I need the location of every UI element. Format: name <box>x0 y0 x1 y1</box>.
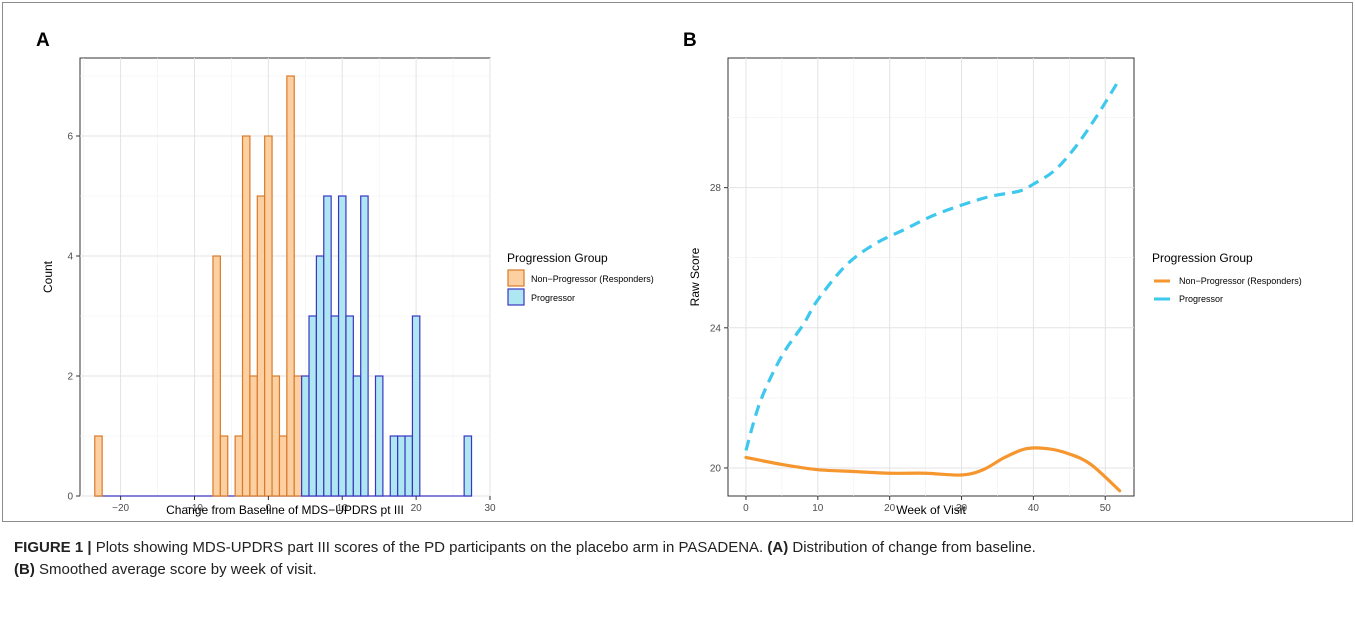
panel-b-y-axis-title: Raw Score <box>688 247 702 306</box>
panel-b-line-chart: 0 10 20 30 40 50 20 24 28 Week of Visit Raw Scor… <box>688 57 1135 517</box>
panel-a-bar-progressor <box>323 195 332 497</box>
panel-b-x-tick-label: 50 <box>1100 503 1112 514</box>
panel-a-bar-non-progressor <box>241 135 251 497</box>
panel-a-bars <box>94 75 473 497</box>
panel-a-bar-non-progressor <box>264 135 273 497</box>
panel-a-bar-progressor <box>301 375 310 497</box>
panel-a-x-tick-label: 10 <box>337 503 349 514</box>
panel-a-y-tick-label: 0 <box>67 492 73 503</box>
panel-a-bar-progressor <box>389 435 399 497</box>
panel-b-legend: Progression Group Non−Progressor (Respon… <box>1152 251 1302 304</box>
panel-b-lines <box>744 78 1122 493</box>
panel-b-x-tick-label: 30 <box>956 503 968 514</box>
panel-a-bar-non-progressor <box>278 435 288 497</box>
panel-a-bar-progressor <box>308 315 317 497</box>
panel-b-letter: B <box>683 30 697 51</box>
panel-b-y-tick-label: 28 <box>710 183 722 194</box>
panel-a-bar-non-progressor <box>286 75 295 497</box>
panel-a-y-tick-label: 6 <box>67 132 73 143</box>
panel-a-bar-progressor <box>345 315 354 497</box>
panel-a-bar-non-progressor <box>293 375 303 497</box>
panel-b-legend-label-progressor: Progressor <box>1179 294 1223 304</box>
panel-a-bar-progressor <box>463 435 473 497</box>
panel-b-y-tick-label: 24 <box>710 323 722 334</box>
panel-a-histogram: −20 −10 0 10 20 30 0 2 4 6 Change from Baseline o… <box>41 57 496 517</box>
panel-a-x-axis-title: Change from Baseline of MDS−UPDRS pt III <box>166 503 404 517</box>
panel-a-bar-non-progressor <box>234 435 244 497</box>
panel-a-y-tick-label: 4 <box>67 252 73 263</box>
panel-a-legend-title: Progression Group <box>507 251 608 265</box>
panel-a-bar-progressor <box>352 375 362 497</box>
caption-text: Plots showing MDS-UPDRS part III scores … <box>91 539 768 556</box>
panel-a-bar-progressor <box>404 435 414 497</box>
panel-a-letter: A <box>36 30 50 51</box>
panel-a-legend-label-progressor: Progressor <box>531 293 575 303</box>
panel-a-ticks: −20 −10 0 10 20 30 0 2 4 6 <box>67 132 496 515</box>
panel-a-x-tick-label: 20 <box>411 503 423 514</box>
panel-a-bar-progressor <box>330 315 340 497</box>
panel-a-y-tick-label: 2 <box>67 372 73 383</box>
panel-b-x-axis-title: Week of Visit <box>896 503 966 517</box>
panel-a-x-tick-label: −10 <box>186 503 203 514</box>
caption-b-text: Smoothed average score by week of visit. <box>34 561 317 578</box>
panel-a-y-axis-title: Count <box>41 260 55 293</box>
panel-a-legend-label-non-progressor: Non−Progressor (Responders) <box>531 274 654 284</box>
panel-b-x-tick-label: 20 <box>884 503 896 514</box>
panel-a-x-tick-label: 30 <box>484 503 496 514</box>
panel-a-bar-progressor <box>397 435 406 497</box>
panel-b-y-tick-label: 20 <box>710 463 722 474</box>
panel-a-legend-key-non-progressor <box>507 269 525 287</box>
panel-a-plot-border <box>79 57 491 497</box>
panel-a-bar-non-progressor <box>94 435 103 497</box>
caption-b-tag: (B) <box>14 561 35 578</box>
panel-b-x-tick-label: 0 <box>743 503 749 514</box>
panel-b-x-tick-label: 10 <box>812 503 824 514</box>
caption-a-text: Distribution of change from baseline. <box>788 539 1036 556</box>
panel-a-bar-progressor <box>360 195 369 497</box>
caption-a-tag: (A) <box>767 539 789 556</box>
panel-b-ticks: 0 10 20 30 40 50 20 24 28 <box>710 183 1111 514</box>
panel-b-x-tick-label: 40 <box>1028 503 1040 514</box>
panel-a-bar-progressor <box>337 195 347 497</box>
panel-a-bar-progressor <box>315 255 325 497</box>
figure-caption: FIGURE 1 | Plots showing MDS-UPDRS part … <box>14 537 1334 581</box>
panel-a-bar-non-progressor <box>256 195 266 497</box>
figure-frame <box>2 2 1353 522</box>
panel-b-legend-label-non-progressor: Non−Progressor (Responders) <box>1179 276 1302 286</box>
panel-b-line-non-progressor <box>744 446 1122 493</box>
panel-a-bar-progressor <box>411 315 421 497</box>
panel-a-x-tick-label: −20 <box>112 503 129 514</box>
panel-b-line-progressor <box>744 78 1121 451</box>
panel-a-legend-key-progressor <box>507 288 525 306</box>
panel-a-bar-non-progressor <box>212 255 221 497</box>
panel-a-bar-non-progressor <box>249 375 258 497</box>
panel-a-x-tick-label: 0 <box>266 503 272 514</box>
panel-b-legend-title: Progression Group <box>1152 251 1253 265</box>
panel-a-legend: Progression Group Non−Progressor (Respon… <box>507 251 654 306</box>
panel-b-plot-border <box>727 57 1135 497</box>
panel-a-bar-progressor <box>374 375 384 497</box>
panel-a-bar-non-progressor <box>219 435 229 497</box>
panel-a-bar-non-progressor <box>271 375 281 497</box>
caption-label: FIGURE 1 | <box>14 539 92 556</box>
